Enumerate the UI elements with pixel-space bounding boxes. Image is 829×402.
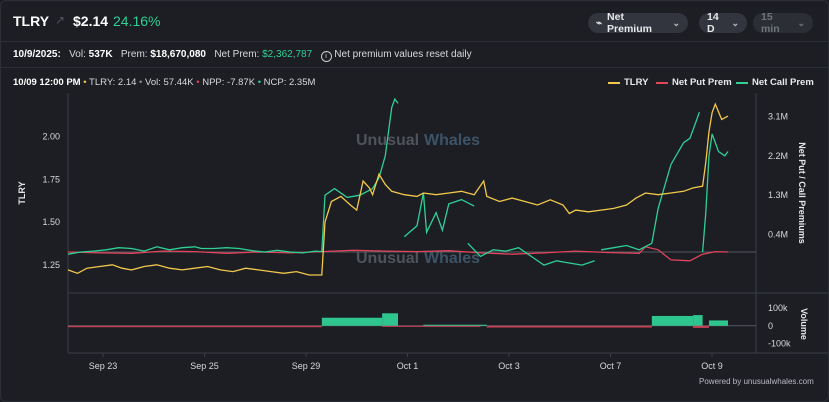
series-line-net-call-prem [701,133,729,253]
series-line-tlry [67,102,729,276]
chart-header: TLRY ↗ $2.14 24.16% ⌁ Net Premium ⌄ 14 D… [1,1,828,41]
timeframe-dropdown-label: 14 D [707,11,719,35]
volume-tick-label: 100k [768,303,788,313]
legend-label: Net Call Prem [752,77,814,88]
readout-time: 10/09 12:00 PM [13,77,81,88]
line-chart-icon: ⌁ [596,17,603,29]
legend-label: Net Put Prem [672,77,732,88]
volume-bar-call [423,324,487,326]
divider [1,67,828,68]
crosshair-readout: 10/09 12:00 PM • TLRY: 2.14 • Vol: 57.44… [13,77,316,88]
left-axis-label: TLRY [17,181,27,204]
stats-date: 10/9/2025: [13,49,61,60]
vol-label: Vol: [69,49,86,60]
prem-value: $18,670,080 [150,49,206,60]
powered-by: Powered by unusualwhales.com [699,377,814,386]
volume-tick-label: -100k [768,339,791,349]
volume-bar-call [708,320,728,326]
chevron-down-icon: ⌄ [731,17,739,28]
readout-tlry: TLRY: 2.14 [89,77,137,88]
current-price: $2.14 [73,13,109,29]
volume-bar-put [693,325,709,328]
interval-dropdown-label: 15 min [761,11,780,35]
legend-swatch [608,81,620,84]
x-tick-label: Sep 29 [292,361,321,371]
x-tick-label: Oct 1 [397,361,419,371]
right-tick-label: 2.2M [768,151,788,161]
readout-vol: Vol: 57.44K [145,77,194,88]
series-line-net-put-prem [67,246,729,262]
volume-bar-put [382,325,481,327]
info-note: Net premium values reset daily [334,49,472,60]
ticker-symbol: TLRY [13,13,50,29]
x-tick-label: Sep 25 [190,361,219,371]
volume-bar-call [321,317,383,326]
vol-value: 537K [88,49,113,60]
right-tick-label: 0.4M [768,230,788,240]
chevron-down-icon: ⌄ [797,17,805,28]
external-link-icon[interactable]: ↗ [55,13,66,27]
volume-bar-put [486,325,652,328]
right-tick-label: 1.3M [768,190,788,200]
series-line-net-call-prem [403,192,475,238]
left-tick-label: 1.50 [42,217,60,227]
price-change-percent: 24.16% [113,13,161,29]
watermark-brand-1: Unusual [356,250,419,267]
series-line-net-call-prem [67,97,399,255]
watermark-brand-2: Whales [424,132,480,149]
interval-dropdown[interactable]: 15 min ⌄ [753,11,813,35]
left-tick-label: 2.00 [42,132,60,142]
legend-item-net-call[interactable]: Net Call Prem [736,77,814,88]
legend-swatch [656,81,668,84]
volume-bar-put [68,325,322,328]
volume-axis-label: Volume [799,308,809,340]
x-tick-label: Oct 9 [701,361,723,371]
net-prem-label: Net Prem: [214,49,260,60]
volume-bar-call [693,315,703,326]
left-tick-label: 1.25 [42,260,60,270]
divider [1,41,828,42]
info-icon[interactable]: i [320,51,332,62]
legend-item-net-put[interactable]: Net Put Prem [656,77,732,88]
x-tick-label: Oct 3 [498,361,520,371]
legend-label: TLRY [624,77,649,88]
metric-dropdown[interactable]: ⌁ Net Premium ⌄ [588,11,688,35]
net-prem-value: $2,362,787 [262,49,313,60]
prem-label: Prem: [120,49,148,60]
series-line-net-call-prem [600,111,701,251]
timeframe-dropdown[interactable]: 14 D ⌄ [699,11,747,35]
right-tick-label: 3.1M [768,111,788,121]
right-axis-label: Net Put / Call Premiums [797,142,807,244]
volume-bar-call [651,315,694,326]
readout-ncp: NCP: 2.35M [263,77,316,88]
legend-swatch [736,81,748,84]
volume-tick-label: 0 [768,321,773,331]
metric-dropdown-label: Net Premium [607,11,652,35]
left-tick-label: 1.75 [42,174,60,184]
watermark-brand-2: Whales [424,250,480,267]
series-line-net-call-prem [467,242,595,266]
chevron-down-icon: ⌄ [672,17,680,28]
legend-item-tlry[interactable]: TLRY [608,77,648,88]
x-tick-label: Oct 7 [600,361,622,371]
x-tick-label: Sep 23 [89,361,118,371]
readout-npp: NPP: -7.87K [202,77,256,88]
daily-stats: 10/9/2025: Vol: 537K Prem: $18,670,080 N… [13,49,472,62]
volume-bar-call [382,313,398,326]
